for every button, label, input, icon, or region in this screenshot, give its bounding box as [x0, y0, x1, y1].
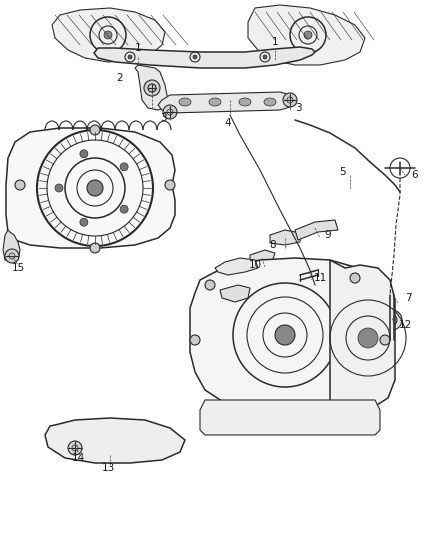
Text: 10: 10 — [248, 260, 261, 270]
Polygon shape — [158, 92, 295, 113]
Circle shape — [80, 218, 88, 226]
Polygon shape — [220, 285, 250, 302]
Text: 4: 4 — [225, 118, 231, 128]
Polygon shape — [135, 65, 168, 110]
Text: 11: 11 — [313, 273, 327, 283]
Text: 13: 13 — [101, 463, 115, 473]
Text: 2: 2 — [117, 73, 124, 83]
Circle shape — [350, 273, 360, 283]
Polygon shape — [7, 160, 33, 230]
Polygon shape — [215, 258, 258, 275]
Circle shape — [120, 163, 128, 171]
Circle shape — [87, 180, 103, 196]
Circle shape — [382, 310, 402, 330]
Text: 8: 8 — [270, 240, 276, 250]
Circle shape — [104, 31, 112, 39]
Text: 3: 3 — [160, 113, 166, 123]
Text: 12: 12 — [399, 320, 412, 330]
Circle shape — [15, 180, 25, 190]
Text: 6: 6 — [412, 170, 418, 180]
Circle shape — [358, 328, 378, 348]
Text: 1: 1 — [272, 37, 278, 47]
Polygon shape — [6, 128, 175, 248]
Polygon shape — [3, 230, 20, 262]
Polygon shape — [270, 230, 300, 245]
Ellipse shape — [239, 98, 251, 106]
Ellipse shape — [179, 98, 191, 106]
Ellipse shape — [209, 98, 221, 106]
Circle shape — [5, 249, 19, 263]
Text: 3: 3 — [295, 103, 301, 113]
Circle shape — [80, 150, 88, 158]
Circle shape — [90, 125, 100, 135]
Polygon shape — [250, 250, 275, 265]
Circle shape — [275, 325, 295, 345]
Circle shape — [263, 55, 267, 59]
Circle shape — [165, 180, 175, 190]
Circle shape — [68, 441, 82, 455]
Polygon shape — [295, 220, 338, 240]
Circle shape — [128, 55, 132, 59]
Polygon shape — [330, 260, 395, 412]
Circle shape — [55, 184, 63, 192]
Circle shape — [144, 80, 160, 96]
Text: 7: 7 — [405, 293, 411, 303]
Text: 9: 9 — [325, 230, 331, 240]
Polygon shape — [45, 418, 185, 463]
Text: 14: 14 — [71, 453, 85, 463]
Ellipse shape — [264, 98, 276, 106]
Circle shape — [193, 55, 197, 59]
Circle shape — [190, 335, 200, 345]
Polygon shape — [52, 8, 165, 62]
Polygon shape — [190, 258, 382, 408]
Text: 1: 1 — [135, 43, 141, 53]
Circle shape — [380, 335, 390, 345]
Text: 15: 15 — [11, 263, 25, 273]
Polygon shape — [248, 5, 365, 65]
Circle shape — [163, 105, 177, 119]
Circle shape — [120, 205, 128, 213]
Circle shape — [304, 31, 312, 39]
Text: 5: 5 — [339, 167, 345, 177]
Circle shape — [90, 243, 100, 253]
Circle shape — [205, 280, 215, 290]
Polygon shape — [94, 47, 315, 68]
Circle shape — [283, 93, 297, 107]
Polygon shape — [200, 400, 380, 435]
